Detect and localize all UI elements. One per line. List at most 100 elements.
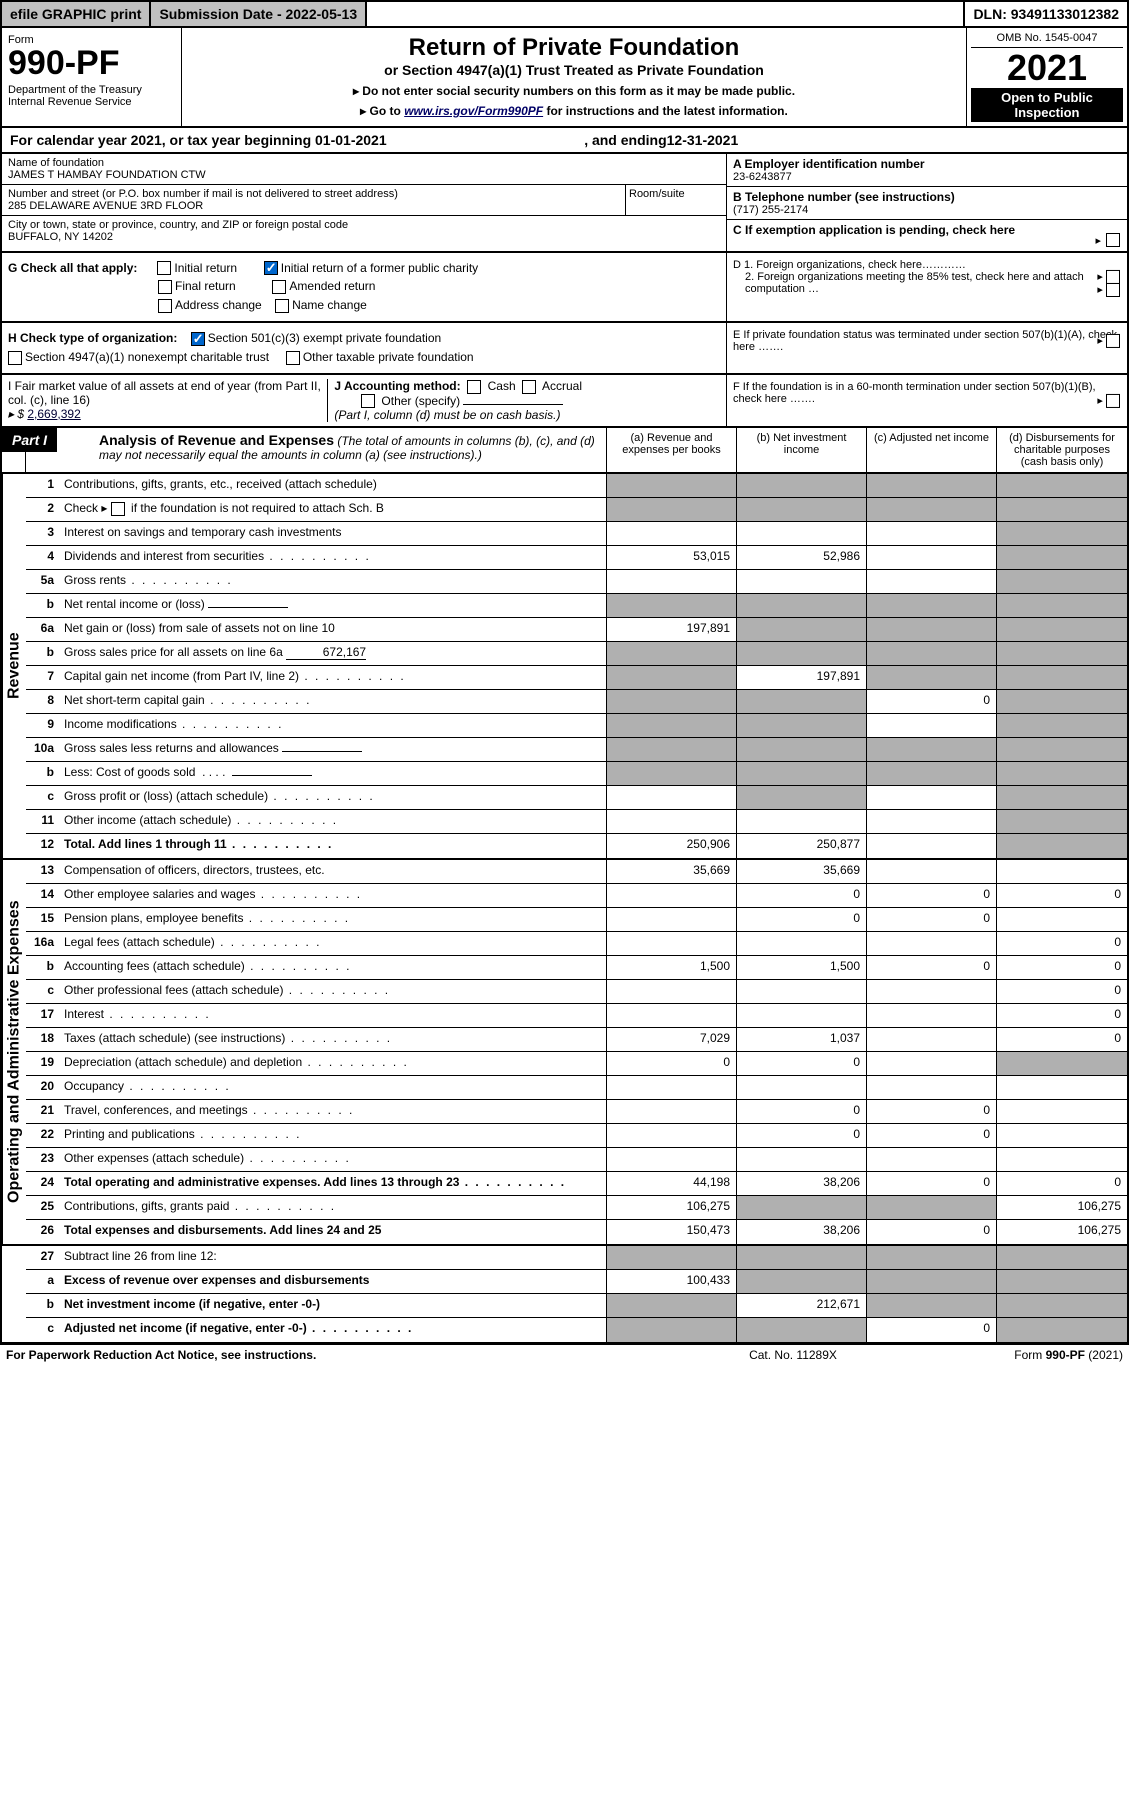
r16bb: 1,500 [737,956,867,979]
phone-val: (717) 255-2174 [733,204,1121,216]
cb-e[interactable] [1106,334,1120,348]
col-c-hdr: (c) Adjusted net income [867,428,997,472]
h-label: H Check type of organization: [8,331,177,345]
r8: Net short-term capital gain [60,690,607,713]
d-block: D 1. Foreign organizations, check here……… [727,253,1127,321]
cb-initial-former[interactable] [264,261,278,275]
r4b: 52,986 [737,546,867,569]
r26: Total expenses and disbursements. Add li… [60,1220,607,1244]
top-bar: efile GRAPHIC print Submission Date - 20… [0,0,1129,28]
col-d-hdr: (d) Disbursements for charitable purpose… [997,428,1127,472]
header-left: Form 990-PF Department of the Treasury I… [2,28,182,126]
r13a: 35,669 [607,860,737,883]
r16bd: 0 [997,956,1127,979]
r14d: 0 [997,884,1127,907]
r15b: 0 [737,908,867,931]
checks-area: G Check all that apply: Initial return I… [0,253,1129,323]
h-block: H Check type of organization: Section 50… [2,323,727,373]
r25: Contributions, gifts, grants paid [60,1196,607,1219]
d2-label: 2. Foreign organizations meeting the 85%… [745,271,1084,295]
r7b: 197,891 [737,666,867,689]
r27b: Net investment income (if negative, ente… [60,1294,607,1317]
r22: Printing and publications [60,1124,607,1147]
exemption-cell: C If exemption application is pending, c… [727,220,1127,251]
r3: Interest on savings and temporary cash i… [60,522,607,545]
r16ad: 0 [997,932,1127,955]
instr2-suffix: for instructions and the latest informat… [543,104,788,118]
footer: For Paperwork Reduction Act Notice, see … [0,1344,1129,1365]
r19b: 0 [737,1052,867,1075]
r20: Occupancy [60,1076,607,1099]
line27-table: 27Subtract line 26 from line 12: aExcess… [0,1246,1129,1344]
form-instr1: ▸ Do not enter social security numbers o… [188,84,960,98]
r5a: Gross rents [60,570,607,593]
cb-amended[interactable] [272,280,286,294]
exemption-checkbox[interactable] [1106,233,1120,247]
r7: Capital gain net income (from Part IV, l… [60,666,607,689]
cb-final[interactable] [158,280,172,294]
efile-label: efile GRAPHIC print [2,2,151,26]
calyear-end: 12-31-2021 [667,132,739,148]
r19a: 0 [607,1052,737,1075]
ein-cell: A Employer identification number 23-6243… [727,154,1127,187]
cb-schb[interactable] [111,502,125,516]
r11: Other income (attach schedule) [60,810,607,833]
part1-header: Part I Analysis of Revenue and Expenses … [0,428,1129,474]
cb-other-tax[interactable] [286,351,300,365]
instr2-link[interactable]: www.irs.gov/Form990PF [404,104,543,118]
foundation-name: JAMES T HAMBAY FOUNDATION CTW [8,169,720,181]
footer-right: Form 990-PF (2021) [923,1348,1123,1362]
j-label: J Accounting method: [334,379,460,393]
expenses-table: Operating and Administrative Expenses 13… [0,860,1129,1246]
r6b: Gross sales price for all assets on line… [60,642,607,665]
d1-row: D 1. Foreign organizations, check here……… [727,253,1127,301]
j-note: (Part I, column (d) must be on cash basi… [334,408,560,422]
e-row: E If private foundation status was termi… [727,323,1127,359]
exemption-label: C If exemption application is pending, c… [733,223,1015,237]
r25a: 106,275 [607,1196,737,1219]
footer-left: For Paperwork Reduction Act Notice, see … [6,1348,663,1362]
i-arrow: ▸ $ [8,407,24,421]
cb-addr-change[interactable] [158,299,172,313]
cb-initial[interactable] [157,261,171,275]
h-4947: Section 4947(a)(1) nonexempt charitable … [25,350,269,364]
cb-501c3[interactable] [191,332,205,346]
cb-other-acct[interactable] [361,394,375,408]
cb-f[interactable] [1106,394,1120,408]
g-name-change: Name change [292,298,367,312]
r26c: 0 [867,1220,997,1244]
h-c3: Section 501(c)(3) exempt private foundat… [208,331,441,345]
submission-date: Submission Date - 2022-05-13 [151,2,367,26]
r24: Total operating and administrative expen… [60,1172,607,1195]
g-final: Final return [175,279,236,293]
r6a: Net gain or (loss) from sale of assets n… [60,618,607,641]
side-expenses: Operating and Administrative Expenses [2,860,26,1244]
cb-name-change[interactable] [275,299,289,313]
r18d: 0 [997,1028,1127,1051]
r14: Other employee salaries and wages [60,884,607,907]
r23: Other expenses (attach schedule) [60,1148,607,1171]
cb-4947[interactable] [8,351,22,365]
r16ba: 1,500 [607,956,737,979]
header-center: Return of Private Foundation or Section … [182,28,967,126]
cb-d2[interactable] [1106,283,1120,297]
g-initial-former: Initial return of a former public charit… [281,261,478,275]
info-grid: Name of foundation JAMES T HAMBAY FOUNDA… [0,154,1129,253]
r26d: 106,275 [997,1220,1127,1244]
r14b: 0 [737,884,867,907]
r10a: Gross sales less returns and allowances [60,738,607,761]
city-cell: City or town, state or province, country… [2,216,726,246]
cb-accrual[interactable] [522,380,536,394]
part1-title: Analysis of Revenue and Expenses [99,432,334,448]
cb-cash[interactable] [467,380,481,394]
r10b: Less: Cost of goods sold . . . . [60,762,607,785]
e-label: E If private foundation status was termi… [733,329,1117,353]
r24a: 44,198 [607,1172,737,1195]
r10c: Gross profit or (loss) (attach schedule) [60,786,607,809]
calyear-begin: 01-01-2021 [315,132,387,148]
r25d: 106,275 [997,1196,1127,1219]
calendar-year-row: For calendar year 2021, or tax year begi… [0,128,1129,154]
i-label: I Fair market value of all assets at end… [8,379,321,407]
r4: Dividends and interest from securities [60,546,607,569]
part1-title-cell: Analysis of Revenue and Expenses (The to… [91,428,607,472]
